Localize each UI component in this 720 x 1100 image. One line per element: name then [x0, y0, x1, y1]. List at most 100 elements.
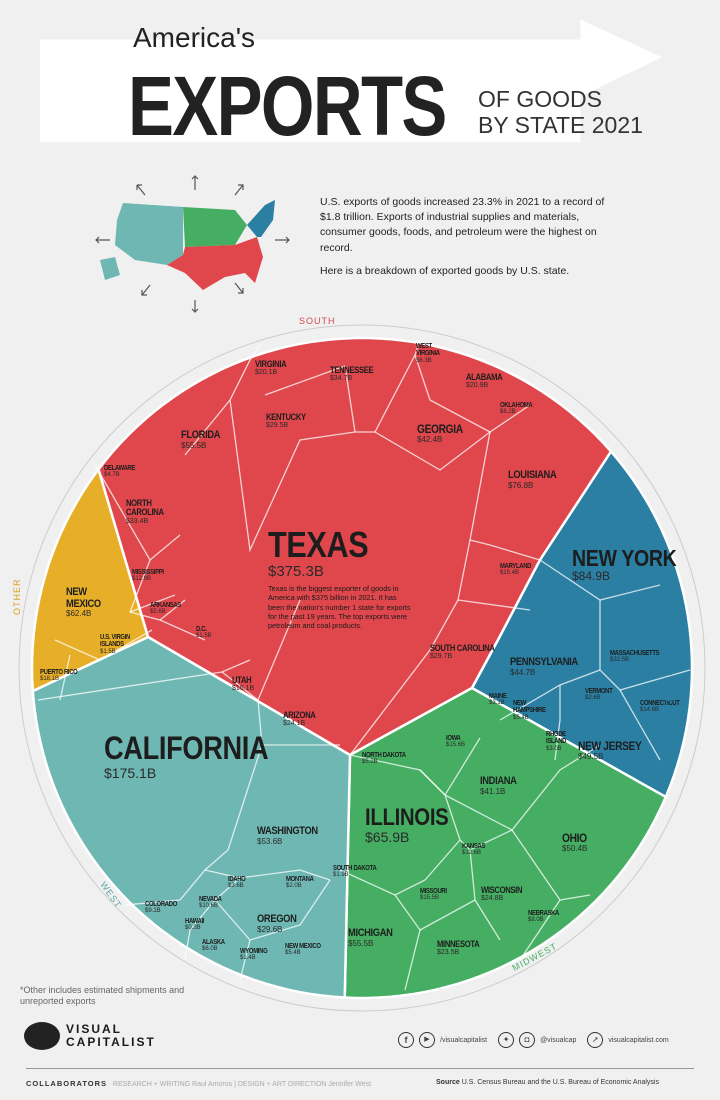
- cell-border: [204, 869, 331, 881]
- state-value: $42.4B: [417, 434, 443, 444]
- facebook-icon[interactable]: f: [398, 1032, 414, 1048]
- state-label-wisconsin: WISCONSIN $24.8B: [481, 885, 529, 903]
- state-name: ALABAMA: [466, 372, 503, 382]
- state-name: UTAH: [232, 675, 252, 685]
- texas-note: Texas is the biggest exporter of goods i…: [268, 583, 411, 631]
- title-arrow-banner: [40, 19, 663, 142]
- cell-border: [159, 619, 206, 641]
- state-name: PUERTO RICO: [40, 669, 78, 676]
- cell-border: [519, 899, 561, 961]
- social-handle-2[interactable]: @visualcap: [540, 1036, 577, 1044]
- state-value: $1.9B: [333, 872, 349, 879]
- cell-border: [419, 899, 476, 931]
- subtitle-line1: OF GOODS: [478, 86, 602, 112]
- state-label-north-dakota: NORTH DAKOTA $5.2B: [362, 752, 413, 766]
- cell-border: [54, 629, 153, 661]
- state-name: VERMONT: [585, 688, 613, 695]
- state-label-delaware: DELAWARE $4.7B: [104, 465, 140, 479]
- state-name: ALASKA: [202, 939, 225, 946]
- state-label-georgia: GEORGIA $42.4B: [417, 423, 471, 444]
- state-value: $50.4B: [562, 843, 588, 853]
- state-name: KANSAS: [462, 843, 486, 850]
- state-name: U.S. VIRGIN ISLANDS: [100, 634, 130, 649]
- state-value: $65.9B: [365, 829, 410, 846]
- state-label-new-york: NEW YORK $84.9B: [572, 546, 695, 583]
- state-label-california: CALIFORNIA $175.1B: [104, 731, 297, 780]
- state-value: $12.9B: [132, 576, 152, 583]
- state-label-alabama: ALABAMA $20.9B: [466, 372, 509, 390]
- state-label-utah: UTAH $16.1B: [232, 675, 255, 693]
- state-name: ILLINOIS: [365, 804, 449, 831]
- instagram-icon[interactable]: ◘: [519, 1032, 536, 1048]
- state-label-wyoming: WYOMING $1.4B: [240, 948, 272, 962]
- state-label-other: NEW MEXICO $62.4B: [66, 586, 107, 618]
- cell-border: [249, 879, 331, 941]
- cell-border: [554, 685, 561, 761]
- logo-icon: [24, 1022, 60, 1050]
- state-label-maine: MAINE $3.1B: [489, 693, 510, 707]
- state-name: IOWA: [446, 735, 461, 742]
- state-value: $5.4B: [513, 714, 529, 721]
- intro-text: U.S. exports of goods increased 23.3% in…: [320, 195, 625, 287]
- state-name: PENNSYLVANIA: [510, 656, 578, 668]
- state-value: $34.7B: [330, 375, 353, 383]
- state-name: TENNESSEE: [330, 365, 374, 375]
- social-links: f ▶ /visualcapitalist ✦ ◘ @visualcap ➚ v…: [398, 1032, 669, 1048]
- state-label-indiana: INDIANA $41.1B: [480, 775, 523, 796]
- state-name: MINNESOTA: [437, 939, 480, 949]
- state-value: $2.0B: [286, 883, 302, 890]
- state-label-arkansas: ARKANSAS $5.6B: [150, 602, 186, 616]
- state-value: $8.0B: [528, 917, 544, 924]
- website-link[interactable]: visualcapitalist.com: [608, 1036, 669, 1044]
- cell-border: [457, 599, 531, 611]
- state-name: NORTH CAROLINA: [126, 498, 164, 518]
- state-label-nebraska: NEBRASKA $8.0B: [528, 910, 564, 924]
- state-value: $29.6B: [257, 924, 283, 934]
- title-subtitle: OF GOODS BY STATE 2021: [478, 86, 643, 139]
- region-label-south: SOUTH: [299, 316, 336, 326]
- state-label-connecticut: CONNECTICUT $14.6B: [640, 700, 687, 714]
- state-name: MAINE: [489, 693, 507, 700]
- twitter-icon[interactable]: ✦: [498, 1032, 515, 1048]
- state-label-new-hampshire: NEW HAMPSHIRE $5.4B: [513, 700, 551, 721]
- cell-border: [257, 599, 301, 701]
- state-label-texas: TEXAS $375.3B Texas is the biggest exporte…: [268, 526, 413, 631]
- state-label-michigan: MICHIGAN $55.5B: [348, 927, 400, 948]
- cell-border: [374, 404, 531, 471]
- state-label-kansas: KANSAS $12.6B: [462, 843, 489, 857]
- state-name: NORTH DAKOTA: [362, 752, 406, 759]
- state-value: $1.5B: [196, 633, 212, 640]
- source-label: Source: [436, 1079, 460, 1086]
- state-value: $14.6B: [640, 707, 660, 714]
- intro-paragraph-2: Here is a breakdown of exported goods by…: [320, 264, 570, 277]
- state-label-mississippi: MISSISSIPPI $12.9B: [132, 569, 169, 583]
- state-label-new-jersey: NEW JERSEY $49.5B: [578, 740, 653, 761]
- state-label-vermont: VERMONT $2.6B: [585, 688, 617, 702]
- state-value: $9.1B: [145, 908, 161, 915]
- footnote: *Other includes estimated shipments and …: [20, 985, 185, 1006]
- state-value: $5.6B: [150, 609, 166, 616]
- state-label-washington: WASHINGTON $53.6B: [257, 825, 329, 846]
- state-name: NEVADA: [199, 896, 222, 903]
- state-label-tennessee: TENNESSEE $34.7B: [330, 365, 381, 383]
- state-name: FLORIDA: [181, 429, 221, 441]
- state-name: MONTANA: [286, 876, 314, 883]
- state-value: $5.4B: [285, 950, 301, 957]
- state-value: $33.4B: [126, 517, 149, 525]
- state-name: RHODE ISLAND: [546, 731, 567, 746]
- state-value: $5.2B: [362, 759, 378, 766]
- state-name: KENTUCKY: [266, 412, 306, 422]
- state-name: WEST VIRGINIA: [416, 343, 440, 358]
- state-name: MICHIGAN: [348, 927, 393, 939]
- state-value: $6.2B: [500, 409, 516, 416]
- state-name: NEBRASKA: [528, 910, 560, 917]
- website-icon[interactable]: ➚: [587, 1032, 604, 1048]
- cell-border: [444, 744, 601, 831]
- state-value: $24.8B: [481, 895, 504, 903]
- cell-border: [349, 539, 471, 756]
- state-value: $375.3B: [268, 562, 324, 580]
- youtube-icon[interactable]: ▶: [419, 1032, 435, 1048]
- social-handle-1[interactable]: /visualcapitalist: [440, 1036, 488, 1044]
- state-label-massachusetts: MASSACHUSETTS $32.5B: [610, 650, 668, 664]
